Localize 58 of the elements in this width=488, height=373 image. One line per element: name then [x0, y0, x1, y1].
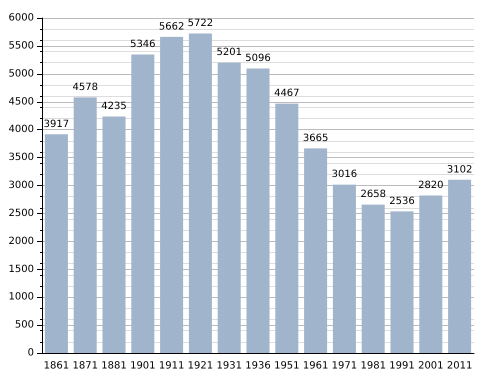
x-tick-label: 2011	[446, 360, 472, 372]
x-tick-label: 1981	[360, 360, 386, 372]
bar	[275, 104, 298, 353]
data-label: 5722	[188, 18, 214, 30]
data-label: 5096	[245, 52, 271, 64]
bar	[390, 211, 414, 353]
y-tick-label: 5500	[8, 40, 34, 52]
bar	[448, 180, 472, 353]
x-tick-label: 2001	[418, 360, 444, 372]
data-label: 5662	[158, 21, 184, 32]
y-tick-label: 2000	[8, 236, 34, 247]
x-tick-label: 1991	[389, 360, 415, 372]
bar	[44, 134, 68, 353]
y-tick-label: 3000	[8, 180, 34, 191]
bar	[74, 97, 97, 353]
bar	[362, 204, 385, 353]
x-tick-label: 1961	[302, 360, 328, 372]
x-tick-label: 1936	[245, 360, 271, 372]
data-label: 4578	[72, 82, 98, 93]
data-label: 4235	[101, 101, 127, 112]
bar	[131, 54, 154, 353]
data-label: 2820	[418, 180, 444, 192]
bar	[102, 116, 126, 353]
y-tick-label: 0	[28, 348, 34, 358]
data-label: 4467	[274, 88, 300, 100]
x-tick-label: 1951	[274, 360, 300, 372]
y-tick-label: 2500	[8, 208, 34, 219]
x-tick-label: 1881	[101, 360, 127, 372]
data-label: 2658	[360, 189, 386, 200]
bar	[218, 62, 241, 353]
x-tick-label: 1911	[158, 360, 184, 372]
data-label: 3102	[446, 164, 472, 176]
x-tick-label: 1921	[188, 360, 214, 372]
bar	[304, 148, 328, 353]
data-label: 3665	[302, 132, 328, 144]
data-label: 2536	[389, 196, 415, 207]
bar	[160, 36, 184, 353]
x-tick-label: 1901	[130, 360, 156, 372]
data-label: 5201	[216, 47, 242, 58]
bar	[188, 34, 212, 353]
data-label: 3917	[44, 118, 70, 130]
bar	[332, 184, 356, 353]
y-tick-label: 4500	[8, 96, 34, 108]
x-tick-label: 1971	[332, 360, 358, 372]
y-tick-label: 1000	[8, 292, 34, 303]
y-tick-label: 500	[14, 320, 34, 331]
x-tick-label: 1871	[72, 360, 98, 372]
y-tick-label: 4000	[8, 124, 34, 136]
data-label: 3016	[332, 169, 358, 180]
bar	[419, 196, 442, 353]
y-tick-label: 3500	[8, 152, 34, 164]
bar	[246, 68, 270, 353]
data-label: 5346	[130, 39, 156, 50]
y-tick-label: 6000	[8, 12, 34, 24]
x-tick-label: 1861	[44, 360, 70, 372]
y-tick-label: 5000	[8, 68, 34, 80]
x-tick-label: 1931	[216, 360, 242, 372]
y-tick-label: 1500	[8, 264, 34, 275]
